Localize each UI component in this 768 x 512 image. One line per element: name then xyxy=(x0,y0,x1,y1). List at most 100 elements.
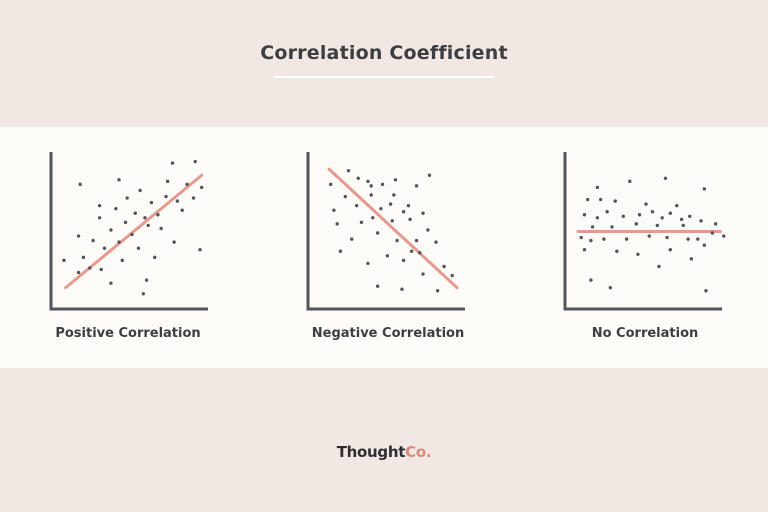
scatter-point xyxy=(109,228,113,232)
no-correlation-plot xyxy=(562,150,732,320)
scatter-point xyxy=(152,255,157,260)
scatter-point xyxy=(120,258,124,263)
scatter-point xyxy=(180,208,184,212)
scatter-point xyxy=(143,216,147,220)
scatter-point xyxy=(165,179,170,184)
scatter-point xyxy=(589,238,593,243)
scatter-point xyxy=(393,178,398,182)
scatter-point xyxy=(133,211,137,215)
positive-correlation-label: Positive Correlation xyxy=(55,326,201,341)
scatter-point xyxy=(435,289,440,293)
scatter-point xyxy=(191,196,196,200)
scatter-point xyxy=(366,179,370,184)
scatter-point xyxy=(76,270,81,275)
scatter-point xyxy=(400,287,404,291)
scatter-point xyxy=(91,238,95,243)
scatter-point xyxy=(406,203,411,208)
scatter-point xyxy=(338,249,343,253)
scatter-point xyxy=(136,246,141,250)
scatter-point xyxy=(369,193,373,197)
scatter-point xyxy=(346,168,351,173)
scatter-point xyxy=(354,203,359,208)
scatter-point xyxy=(418,251,422,255)
scatter-plot-svg xyxy=(306,152,465,311)
scatter-point xyxy=(62,258,66,263)
scatter-point xyxy=(159,226,163,231)
scatter-point xyxy=(582,248,587,252)
scatter-point xyxy=(434,240,438,244)
scatter-point xyxy=(655,223,660,228)
scatter-point xyxy=(668,248,672,252)
scatter-point xyxy=(380,182,385,187)
scatter-point xyxy=(359,220,364,225)
scatter-point xyxy=(170,161,175,165)
scatter-point xyxy=(185,182,189,187)
scatter-point xyxy=(668,211,672,215)
chart-panel-band xyxy=(0,127,768,368)
scatter-point xyxy=(401,210,406,214)
scatter-point xyxy=(102,246,107,250)
scatter-point xyxy=(421,272,425,276)
positive-correlation-plot xyxy=(48,150,218,320)
scatter-point xyxy=(624,237,629,241)
scatter-point xyxy=(615,249,619,253)
scatter-point xyxy=(689,257,694,261)
scatter-point xyxy=(175,199,180,203)
scatter-point xyxy=(335,222,339,226)
scatter-point xyxy=(117,178,121,182)
scatter-point xyxy=(125,196,129,200)
scatter-point xyxy=(595,185,600,190)
scatter-point xyxy=(590,225,595,229)
scatter-point xyxy=(442,264,446,269)
scatter-point xyxy=(375,231,380,235)
scatter-point xyxy=(97,203,102,208)
scatter-point xyxy=(144,278,149,282)
scatter-point xyxy=(414,238,419,243)
scatter-point xyxy=(679,217,684,222)
scatter-point xyxy=(582,213,587,217)
scatter-point xyxy=(589,278,593,282)
scatter-point xyxy=(97,216,102,220)
scatter-point xyxy=(704,289,708,293)
brand-main-text: Thought xyxy=(336,443,406,461)
scatter-point xyxy=(598,197,603,202)
scatter-point xyxy=(681,223,685,228)
scatter-point xyxy=(156,213,160,217)
scatter-plot-svg xyxy=(563,152,726,311)
scatter-point xyxy=(414,184,419,188)
scatter-point xyxy=(696,237,700,241)
scatter-point xyxy=(702,187,707,191)
scatter-point xyxy=(328,182,333,187)
no-correlation-label: No Correlation xyxy=(591,326,699,341)
scatter-point xyxy=(146,223,150,228)
scatter-point xyxy=(644,202,648,206)
scatter-point xyxy=(595,216,600,220)
scatter-point xyxy=(199,185,204,190)
scatter-point xyxy=(371,216,375,220)
scatter-point xyxy=(657,264,661,269)
scatter-point xyxy=(388,202,393,206)
scatter-point xyxy=(114,206,118,211)
scatter-point xyxy=(628,179,632,184)
scatter-point xyxy=(117,240,121,244)
scatter-point xyxy=(379,206,383,211)
scatter-point xyxy=(369,184,373,188)
brand-accent-text: Co. xyxy=(405,443,432,461)
scatter-point xyxy=(409,249,414,253)
scatter-point xyxy=(350,237,354,241)
negative-correlation-plot xyxy=(305,150,475,320)
scatter-point xyxy=(647,234,651,238)
scatter-point xyxy=(343,194,347,199)
scatter-point xyxy=(702,243,707,247)
scatter-plot-svg xyxy=(49,152,208,311)
scatter-point xyxy=(663,176,668,180)
scatter-point xyxy=(332,208,336,212)
title-underline xyxy=(274,76,494,78)
scatter-point xyxy=(390,219,394,223)
scatter-point xyxy=(392,193,396,197)
scatter-point xyxy=(585,197,590,202)
scatter-point xyxy=(385,254,390,258)
scatter-point xyxy=(713,222,718,226)
scatter-point xyxy=(605,210,609,214)
scatter-point xyxy=(634,222,638,226)
